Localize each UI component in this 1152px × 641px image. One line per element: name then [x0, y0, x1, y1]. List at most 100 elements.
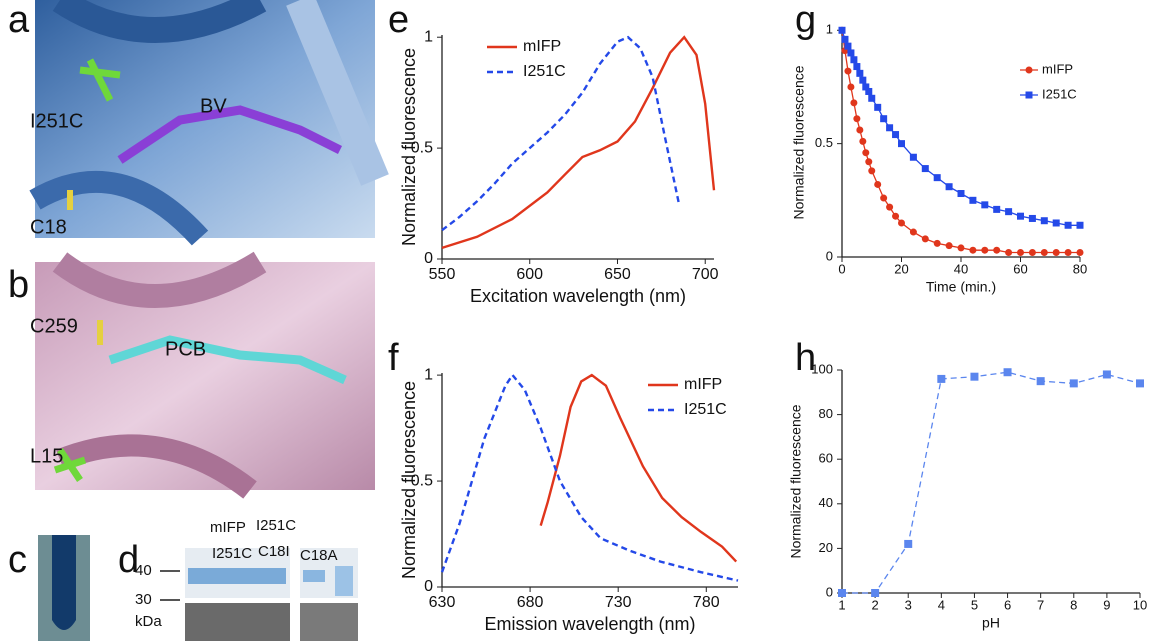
point [853, 63, 861, 71]
point [937, 374, 946, 383]
x-tick-label: 630 [429, 594, 456, 611]
point [874, 103, 882, 111]
x-tick-label: 700 [692, 266, 719, 283]
point [865, 87, 873, 95]
point [856, 126, 864, 134]
x-tick-label: 3 [905, 597, 912, 612]
point [1076, 221, 1084, 229]
lane-label: I251C [256, 517, 296, 534]
y-tick-label: 0.5 [815, 135, 833, 150]
point [880, 194, 888, 202]
x-tick-label: 8 [1070, 597, 1077, 612]
x-axis-label: Excitation wavelength (nm) [470, 286, 686, 306]
y-tick-label: 60 [819, 451, 833, 466]
point [868, 94, 876, 102]
point [892, 212, 900, 220]
annotation: L15 [30, 445, 63, 467]
legend-label: I251C [523, 63, 566, 80]
x-tick-label: 4 [938, 597, 945, 612]
structure-image-b [35, 251, 375, 499]
series-line [441, 35, 681, 232]
point [850, 56, 858, 64]
point [1064, 221, 1072, 229]
point [993, 246, 1001, 254]
point [844, 42, 852, 50]
point [862, 149, 870, 157]
point [1003, 368, 1012, 377]
point [856, 69, 864, 77]
x-tick-label: 0 [838, 261, 845, 276]
y-axis-label: Normalized fluorescence [399, 48, 419, 246]
point [844, 67, 852, 75]
legend-label: I251C [684, 401, 727, 418]
point [874, 180, 882, 188]
y-tick-label: 1 [424, 366, 433, 383]
x-tick-label: 2 [871, 597, 878, 612]
y-tick-label: 0 [424, 578, 433, 595]
x-tick-label: 650 [604, 266, 631, 283]
panel-label: h [795, 337, 816, 379]
y-tick-label: 0 [424, 250, 433, 267]
annotation: BV [200, 95, 227, 117]
point [969, 246, 977, 254]
tube-photo [38, 535, 90, 641]
point [898, 140, 905, 148]
panel-label: f [388, 337, 399, 379]
point [847, 83, 855, 91]
y-tick-label: 1 [826, 22, 833, 37]
legend-marker [1025, 66, 1033, 74]
point [1005, 248, 1013, 256]
unit-label: kDa [135, 613, 162, 630]
point [838, 26, 846, 34]
point [933, 239, 941, 247]
point [1069, 379, 1078, 388]
point [957, 190, 965, 198]
y-axis-label: Normalized fluorescence [788, 404, 804, 558]
panel-label: a [8, 0, 30, 41]
point [1028, 214, 1036, 222]
series-line [842, 371, 1141, 594]
annotation: C259 [30, 315, 78, 337]
y-axis-label: Normalized fluorescence [399, 381, 419, 579]
point [859, 76, 867, 84]
annotation: I251C [30, 110, 83, 132]
point [909, 228, 917, 236]
point [981, 201, 989, 209]
point [871, 589, 880, 597]
legend-label: mIFP [684, 376, 722, 393]
marker-label: 40 [135, 562, 152, 579]
point [868, 167, 876, 175]
lane-label: mIFP [210, 519, 246, 536]
point [993, 205, 1001, 213]
x-tick-label: 6 [1004, 597, 1011, 612]
x-axis-label: pH [982, 615, 1000, 631]
x-tick-label: 80 [1073, 261, 1087, 276]
x-tick-label: 730 [605, 594, 632, 611]
y-tick-label: 0 [826, 248, 833, 263]
point [1028, 248, 1036, 256]
point [865, 158, 873, 166]
x-tick-label: 10 [1133, 597, 1147, 612]
x-tick-label: 40 [954, 261, 968, 276]
point [1017, 212, 1024, 220]
y-tick-label: 0 [826, 584, 833, 599]
series-line [539, 373, 738, 563]
panel-label: g [795, 0, 816, 41]
x-tick-label: 600 [516, 266, 543, 283]
y-tick-label: 0.5 [411, 139, 433, 156]
point [904, 539, 913, 548]
x-axis-label: Time (min.) [926, 279, 996, 295]
series-line [441, 35, 716, 250]
x-tick-label: 60 [1013, 261, 1027, 276]
point [853, 115, 861, 123]
point [909, 153, 917, 161]
point [1076, 248, 1084, 256]
x-tick-label: 5 [971, 597, 978, 612]
panel-label: e [388, 0, 409, 41]
x-tick-label: 1 [838, 597, 845, 612]
legend-label: I251C [1042, 86, 1077, 101]
panel-label: b [8, 264, 29, 306]
y-tick-label: 20 [819, 540, 833, 555]
point [841, 35, 849, 43]
